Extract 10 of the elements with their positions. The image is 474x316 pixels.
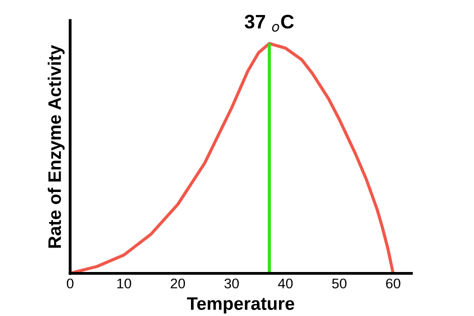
x-tick-label: 0 [66,278,74,288]
x-tick-label: 50 [332,278,346,288]
x-tick-label: 20 [170,278,185,288]
annotation: 37 $_{o}$C [244,14,294,32]
x-tick-label: 10 [117,278,132,288]
x-tick-label: 40 [278,278,293,288]
x-axis-title: Temperature [186,297,294,314]
x-tick-label: 30 [224,278,239,288]
y-axis-title: Rate of Enzyme Activity [48,45,65,248]
x-tick-label: 60 [386,278,400,288]
